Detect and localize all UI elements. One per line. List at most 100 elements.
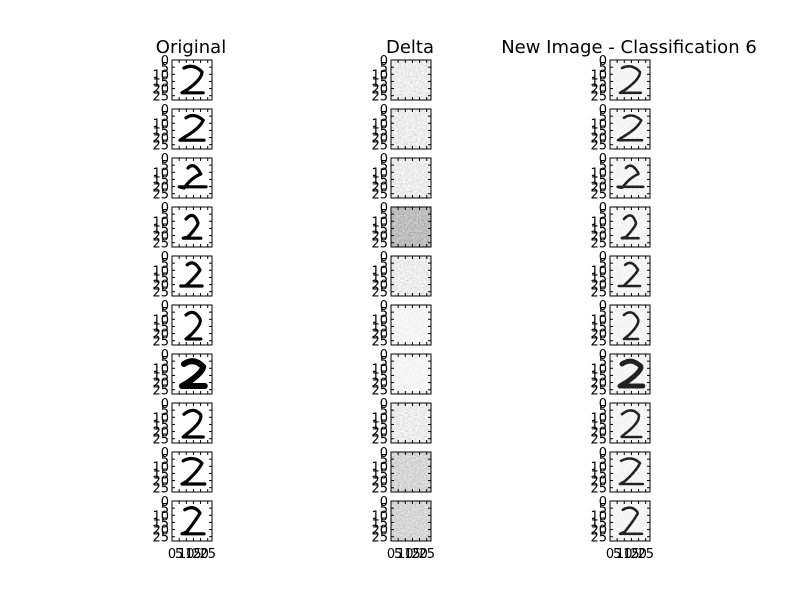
y-tick-label: 5: [161, 61, 169, 76]
y-tick-label: 0: [380, 495, 388, 510]
panel-grid: 0510152025051015202505101520250510152025…: [152, 54, 654, 562]
axes-frame: [390, 108, 432, 150]
y-tick-label: 10: [371, 215, 388, 230]
axes-frame: [609, 108, 651, 150]
y-tick-label: 20: [590, 279, 607, 294]
y-tick-label: 10: [590, 362, 607, 377]
axes-frame: [609, 157, 651, 199]
y-tick-label: 15: [590, 516, 607, 531]
y-tick-label: 0: [161, 495, 169, 510]
y-tick-label: 0: [380, 103, 388, 118]
y-tick-label: 10: [590, 117, 607, 132]
y-tick-label: 10: [590, 264, 607, 279]
y-tick-label: 0: [599, 446, 607, 461]
y-tick-label: 25: [590, 531, 607, 546]
y-tick-label: 0: [161, 348, 169, 363]
y-tick-label: 5: [599, 502, 607, 517]
y-tick-label: 10: [371, 264, 388, 279]
y-tick-label: 20: [590, 181, 607, 196]
y-tick-label: 20: [152, 475, 169, 490]
y-tick-label: 25: [590, 286, 607, 301]
y-tick-label: 15: [590, 271, 607, 286]
y-tick-label: 5: [599, 355, 607, 370]
y-tick-label: 25: [371, 286, 388, 301]
y-tick-label: 5: [380, 306, 388, 321]
y-tick-label: 0: [380, 299, 388, 314]
y-tick-label: 20: [590, 328, 607, 343]
y-tick-label: 20: [590, 475, 607, 490]
y-tick-label: 10: [152, 460, 169, 475]
x-tick-label: 20: [411, 547, 428, 562]
y-tick-label: 15: [590, 418, 607, 433]
y-tick-label: 20: [590, 524, 607, 539]
axes-frame: [609, 500, 651, 542]
y-tick-label: 20: [590, 230, 607, 245]
y-tick-label: 25: [152, 531, 169, 546]
y-tick-label: 10: [152, 362, 169, 377]
axes-frame: [609, 451, 651, 493]
y-tick-label: 5: [599, 453, 607, 468]
y-tick-label: 5: [161, 159, 169, 174]
y-tick-label: 25: [590, 384, 607, 399]
axes-frame: [171, 108, 213, 150]
y-tick-label: 0: [380, 152, 388, 167]
digit-stroke: [618, 65, 643, 95]
y-tick-label: 10: [152, 215, 169, 230]
y-tick-label: 25: [152, 286, 169, 301]
axes-frame: [390, 206, 432, 248]
y-tick-label: 5: [161, 404, 169, 419]
digit-stroke: [615, 164, 646, 190]
y-tick-label: 0: [161, 299, 169, 314]
y-tick-label: 20: [371, 83, 388, 98]
x-tick-label: 25: [637, 547, 654, 562]
y-tick-label: 10: [590, 215, 607, 230]
y-tick-label: 25: [152, 90, 169, 105]
y-tick-label: 20: [371, 181, 388, 196]
y-tick-label: 5: [599, 306, 607, 321]
delta-noise-image: [391, 305, 431, 345]
perturbed-image-background: [610, 207, 650, 247]
y-tick-label: 10: [590, 411, 607, 426]
y-tick-label: 10: [371, 68, 388, 83]
y-tick-label: 25: [152, 384, 169, 399]
x-tick-label: 10: [397, 547, 414, 562]
y-tick-label: 25: [371, 139, 388, 154]
y-tick-label: 10: [152, 166, 169, 181]
y-tick-label: 20: [371, 132, 388, 147]
digit-stroke: [616, 114, 644, 142]
y-tick-label: 25: [371, 433, 388, 448]
y-tick-label: 15: [152, 516, 169, 531]
y-tick-label: 15: [152, 222, 169, 237]
y-tick-label: 5: [161, 502, 169, 517]
digit-stroke: [179, 358, 208, 389]
y-tick-label: 25: [152, 335, 169, 350]
y-tick-label: 15: [152, 173, 169, 188]
y-tick-label: 0: [599, 103, 607, 118]
delta-noise-image: [391, 452, 431, 492]
x-tick-label: 5: [394, 547, 402, 562]
y-tick-label: 10: [371, 117, 388, 132]
y-tick-label: 25: [152, 433, 169, 448]
x-tick-label: 25: [418, 547, 435, 562]
delta-noise-image: [391, 501, 431, 541]
y-tick-label: 0: [380, 446, 388, 461]
y-tick-label: 0: [599, 201, 607, 216]
y-tick-label: 15: [152, 418, 169, 433]
y-tick-label: 5: [380, 110, 388, 125]
y-tick-label: 0: [161, 152, 169, 167]
y-tick-label: 5: [380, 61, 388, 76]
y-tick-label: 15: [590, 173, 607, 188]
y-tick-label: 0: [161, 446, 169, 461]
column-title-delta: Delta: [386, 37, 434, 58]
y-tick-label: 0: [599, 250, 607, 265]
